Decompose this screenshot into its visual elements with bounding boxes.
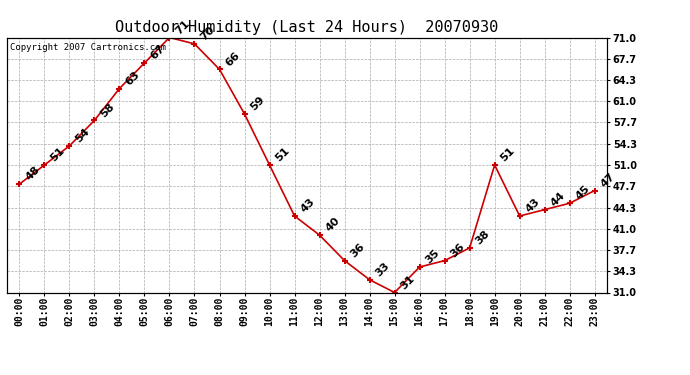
Text: 70: 70 (199, 24, 217, 42)
Text: 66: 66 (224, 50, 242, 68)
Text: 48: 48 (23, 165, 41, 183)
Text: 36: 36 (448, 241, 467, 259)
Text: 33: 33 (374, 261, 392, 278)
Text: 31: 31 (399, 273, 417, 291)
Text: 38: 38 (474, 228, 492, 246)
Text: 47: 47 (599, 171, 617, 189)
Text: 51: 51 (48, 146, 66, 164)
Text: 67: 67 (148, 44, 167, 62)
Text: 35: 35 (424, 248, 442, 266)
Text: 58: 58 (99, 101, 117, 119)
Text: Copyright 2007 Cartronics.com: Copyright 2007 Cartronics.com (10, 43, 166, 52)
Text: 43: 43 (299, 196, 317, 214)
Text: 43: 43 (524, 196, 542, 214)
Text: 36: 36 (348, 241, 367, 259)
Text: 54: 54 (74, 126, 92, 144)
Text: 45: 45 (574, 184, 592, 202)
Text: 51: 51 (274, 146, 292, 164)
Text: 63: 63 (124, 69, 141, 87)
Text: 59: 59 (248, 94, 267, 112)
Text: 71: 71 (174, 18, 192, 36)
Text: 44: 44 (549, 190, 567, 208)
Text: 51: 51 (499, 146, 517, 164)
Text: 40: 40 (324, 216, 342, 234)
Title: Outdoor Humidity (Last 24 Hours)  20070930: Outdoor Humidity (Last 24 Hours) 2007093… (115, 20, 499, 35)
